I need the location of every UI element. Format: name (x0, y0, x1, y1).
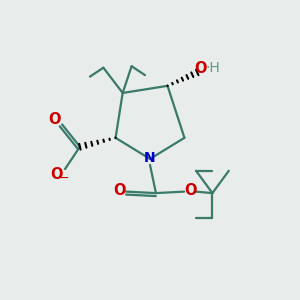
Text: O: O (48, 112, 61, 128)
Text: O: O (50, 167, 63, 182)
Text: −: − (59, 171, 69, 184)
Text: O: O (184, 183, 197, 198)
Text: ·H: ·H (205, 61, 220, 75)
Text: N: N (144, 151, 156, 165)
Text: O: O (195, 61, 207, 76)
Text: O: O (113, 183, 126, 198)
